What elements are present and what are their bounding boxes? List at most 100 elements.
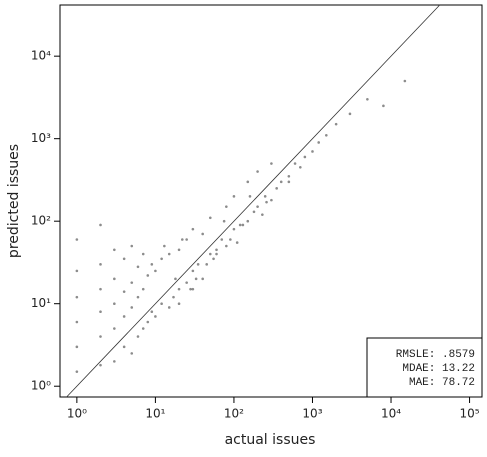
point <box>287 174 291 178</box>
point <box>177 287 181 291</box>
point <box>122 257 126 261</box>
point <box>130 244 134 248</box>
point <box>99 335 102 338</box>
point <box>287 180 291 184</box>
point <box>75 320 79 324</box>
identity-line <box>66 4 441 398</box>
x-tick-label: 10⁰ <box>67 407 87 421</box>
plot-area <box>59 4 483 398</box>
point <box>136 335 140 338</box>
point <box>311 150 314 153</box>
point <box>246 180 250 184</box>
point <box>180 238 184 241</box>
point <box>229 238 232 241</box>
point <box>265 200 268 204</box>
y-tick-label: 10³ <box>31 131 51 145</box>
point <box>248 195 252 198</box>
point <box>146 274 150 277</box>
point <box>196 263 200 266</box>
point <box>177 248 181 252</box>
point <box>191 287 195 291</box>
point <box>167 252 171 256</box>
point <box>293 162 297 165</box>
point <box>252 210 256 214</box>
point <box>256 205 259 208</box>
x-tick-label: 10³ <box>302 407 322 421</box>
point <box>136 295 140 299</box>
point <box>225 244 228 248</box>
point <box>150 263 154 266</box>
stats-text: RMSLE: .8579 <box>396 349 475 361</box>
stats-text: MAE: 78.72 <box>409 377 475 389</box>
point <box>146 320 150 324</box>
point <box>348 112 352 116</box>
point <box>212 257 215 261</box>
point <box>270 198 273 202</box>
point <box>185 281 188 284</box>
point <box>113 248 116 252</box>
point <box>163 244 166 248</box>
point <box>154 315 157 318</box>
point <box>215 248 218 252</box>
point <box>225 205 228 208</box>
point <box>113 277 116 281</box>
point <box>238 223 242 227</box>
stats-text: MDAE: 13.22 <box>402 363 475 375</box>
point <box>99 223 102 227</box>
point <box>215 252 218 256</box>
point <box>222 219 226 223</box>
point <box>113 327 116 330</box>
point <box>130 281 134 284</box>
point <box>232 195 236 198</box>
point <box>122 315 126 318</box>
point <box>185 238 188 241</box>
point <box>113 302 116 305</box>
point <box>150 310 154 313</box>
point <box>279 180 283 184</box>
y-tick-label: 10⁰ <box>31 379 51 393</box>
point <box>382 104 385 108</box>
point <box>256 170 259 173</box>
point <box>160 257 163 261</box>
point <box>75 295 79 299</box>
point <box>130 352 134 355</box>
point <box>325 133 328 137</box>
x-axis-label: actual issues <box>225 432 316 448</box>
point <box>299 165 302 169</box>
point <box>99 310 102 313</box>
y-tick-label: 10¹ <box>31 296 51 310</box>
point <box>174 277 177 281</box>
point <box>275 187 278 190</box>
point <box>189 287 192 291</box>
x-tick-label: 10⁴ <box>381 407 401 421</box>
point <box>75 370 79 373</box>
point <box>141 252 145 256</box>
point <box>75 269 79 273</box>
stats-box <box>366 337 483 398</box>
point <box>141 287 145 291</box>
point <box>130 306 134 309</box>
point <box>208 216 212 220</box>
point <box>122 345 126 349</box>
point <box>99 287 102 291</box>
point <box>113 360 116 363</box>
point <box>208 252 212 256</box>
point <box>172 295 175 299</box>
point <box>154 269 157 273</box>
point <box>194 277 198 281</box>
point <box>263 195 267 198</box>
point <box>75 238 79 241</box>
y-tick-label: 10⁴ <box>31 49 51 63</box>
point <box>205 263 209 266</box>
point <box>122 290 126 293</box>
point <box>167 306 171 309</box>
x-tick-label: 10² <box>224 407 244 421</box>
point <box>177 302 181 305</box>
point <box>160 302 163 305</box>
point <box>246 219 250 223</box>
point <box>191 227 195 231</box>
point <box>303 155 307 159</box>
x-tick-label: 10¹ <box>145 407 165 421</box>
point <box>99 263 102 266</box>
